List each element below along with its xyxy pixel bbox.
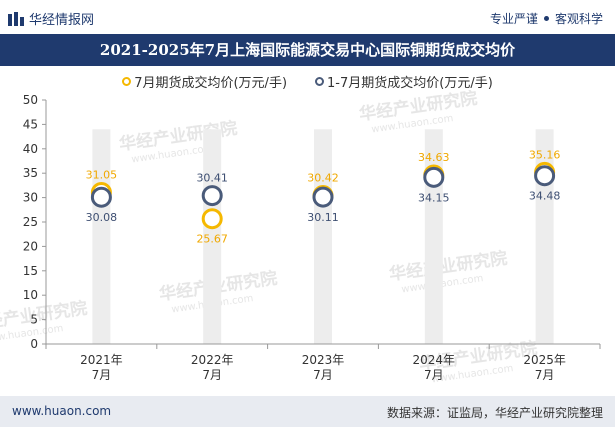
x-tick-label: 7月 [202,368,222,382]
x-tick-label: 2024年 [413,353,456,367]
point-cumulative [534,165,556,187]
tagline-objective: 客观科学 [554,12,603,26]
footer-source: 数据来源：证监局，华经产业研究院整理 [386,406,603,420]
top-bar: 华经情报网 专业严谨 客观科学 [0,0,615,34]
data-label-cumulative: 30.08 [86,211,118,224]
y-tick-label: 50 [23,93,38,107]
data-label-monthly: 34.63 [418,151,450,164]
y-tick-label: 5 [30,313,38,327]
data-label-monthly: 25.67 [196,233,228,246]
point-cumulative [90,186,112,208]
data-label-cumulative: 34.15 [418,191,450,204]
legend-label-cumulative: 1-7月期货成交均价(万元/手) [327,76,493,91]
x-tick-label: 2023年 [302,353,345,367]
y-tick-label: 25 [23,215,38,229]
data-label-cumulative: 30.41 [196,172,228,185]
point-cumulative [201,185,223,207]
y-tick-label: 20 [23,239,38,253]
legend-label-monthly: 7月期货成交均价(万元/手) [134,76,288,91]
legend-item-monthly: 7月期货成交均价(万元/手) [122,72,287,91]
y-tick-label: 35 [23,166,38,180]
data-label-monthly: 31.05 [86,168,118,181]
footer-website: www.huaon.com [12,404,112,418]
y-tick-label: 0 [30,337,38,351]
footer: www.huaon.com 数据来源：证监局，华经产业研究院整理 [0,396,615,427]
x-tick-label: 7月 [535,368,555,382]
point-monthly [201,208,223,230]
brand-logo-icon [8,11,24,26]
legend-circle-icon-navy [315,77,325,86]
y-tick-label: 40 [23,142,38,156]
x-tick-label: 2021年 [80,353,123,367]
background-column [203,129,222,344]
tagline-professional: 专业严谨 [489,12,538,26]
x-tick-label: 2025年 [523,353,566,367]
legend-circle-icon-yellow [122,77,132,86]
chart-plot: 华经产业研究院www.huaon.com华经产业研究院www.huaon.com… [0,90,601,385]
background-column [92,129,111,344]
data-label-monthly: 35.16 [529,148,561,161]
chart-title: 2021-2025年7月上海国际能源交易中心国际铜期货成交均价 [99,41,516,59]
y-tick-label: 45 [23,117,38,131]
point-cumulative [312,186,334,208]
x-tick-label: 2022年 [191,353,234,367]
background-column [535,129,554,344]
data-label-cumulative: 30.11 [307,211,339,224]
legend-item-cumulative: 1-7月期货成交均价(万元/手) [315,72,493,91]
tagline: 专业严谨 客观科学 [490,10,603,27]
y-tick-label: 10 [23,288,38,302]
point-cumulative [423,166,445,188]
brand: 华经情报网 [8,9,94,28]
x-tick-label: 7月 [92,368,112,382]
y-tick-label: 30 [23,191,38,205]
data-label-monthly: 30.42 [307,172,339,185]
title-bar: 2021-2025年7月上海国际能源交易中心国际铜期货成交均价 [0,34,615,66]
chart-legend: 7月期货成交均价(万元/手) 1-7月期货成交均价(万元/手) [0,72,615,91]
x-tick-label: 7月 [424,368,444,382]
data-label-cumulative: 34.48 [529,190,561,203]
brand-name: 华经情报网 [29,13,95,28]
tagline-dot-icon [543,16,549,21]
x-tick-label: 7月 [313,368,333,382]
y-tick-label: 15 [23,264,38,278]
background-column [314,129,332,344]
